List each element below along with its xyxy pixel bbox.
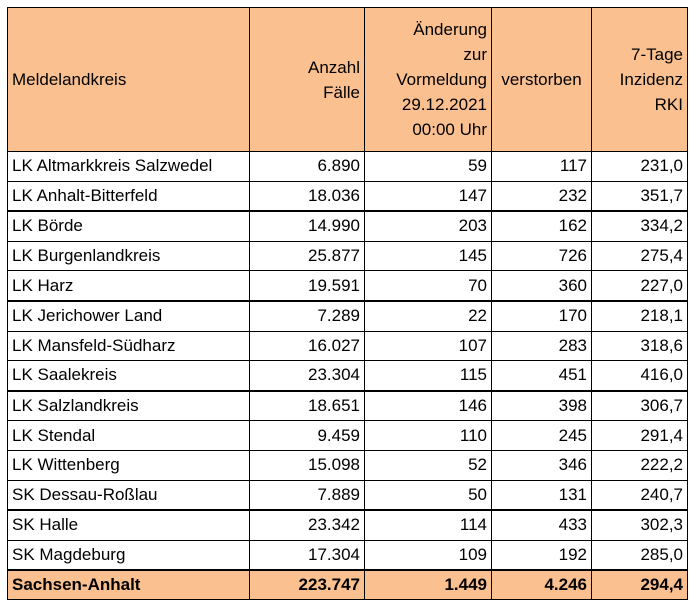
change-cell: 114 bbox=[364, 509, 492, 541]
cases-cell: 9.459 bbox=[249, 420, 365, 451]
incidence-cell: 285,0 bbox=[591, 539, 688, 571]
header-row: Meldelandkreis Anzahl Fälle Änderung zur… bbox=[7, 7, 688, 152]
deceased-cell: 283 bbox=[491, 330, 592, 362]
cases-cell: 18.036 bbox=[249, 180, 365, 212]
district-cell: SK Magdeburg bbox=[7, 539, 250, 571]
district-cell: LK Salzlandkreis bbox=[7, 389, 250, 422]
change-cell: 203 bbox=[364, 210, 492, 242]
table-row: SK Halle 23.342 114 433 302,3 bbox=[7, 509, 688, 541]
change-cell: 110 bbox=[364, 420, 492, 451]
deceased-cell: 451 bbox=[491, 360, 592, 392]
cases-cell: 19.591 bbox=[249, 270, 365, 302]
cases-cell: 25.877 bbox=[249, 240, 365, 272]
table-container: Meldelandkreis Anzahl Fälle Änderung zur… bbox=[7, 7, 688, 600]
incidence-cell: 240,7 bbox=[591, 479, 688, 511]
deceased-cell: 245 bbox=[491, 420, 592, 451]
change-cell: 22 bbox=[364, 299, 492, 332]
cases-cell: 23.304 bbox=[249, 360, 365, 392]
table-row: SK Magdeburg 17.304 109 192 285,0 bbox=[7, 539, 688, 571]
header-cases: Anzahl Fälle bbox=[249, 7, 365, 152]
district-cell: LK Börde bbox=[7, 210, 250, 242]
table-row: LK Harz 19.591 70 360 227,0 bbox=[7, 270, 688, 302]
district-cell: LK Jerichower Land bbox=[7, 299, 250, 332]
change-cell: 107 bbox=[364, 330, 492, 362]
covid-cases-table: Meldelandkreis Anzahl Fälle Änderung zur… bbox=[7, 7, 688, 600]
header-deceased: verstorben bbox=[491, 7, 592, 152]
deceased-cell: 162 bbox=[491, 210, 592, 242]
cases-cell: 16.027 bbox=[249, 330, 365, 362]
cases-cell: 17.304 bbox=[249, 539, 365, 571]
district-cell: LK Wittenberg bbox=[7, 449, 250, 481]
table-row: LK Wittenberg 15.098 52 346 222,2 bbox=[7, 449, 688, 481]
table-row: LK Altmarkkreis Salzwedel 6.890 59 117 2… bbox=[7, 151, 688, 182]
total-incidence-cell: 294,4 bbox=[591, 569, 688, 600]
total-deceased-cell: 4.246 bbox=[491, 569, 592, 600]
cases-cell: 15.098 bbox=[249, 449, 365, 481]
district-cell: LK Anhalt-Bitterfeld bbox=[7, 180, 250, 212]
deceased-cell: 433 bbox=[491, 509, 592, 541]
incidence-cell: 318,6 bbox=[591, 330, 688, 362]
table-row: LK Burgenlandkreis 25.877 145 726 275,4 bbox=[7, 240, 688, 272]
district-cell: LK Harz bbox=[7, 270, 250, 302]
table-row: LK Salzlandkreis 18.651 146 398 306,7 bbox=[7, 389, 688, 422]
change-cell: 109 bbox=[364, 539, 492, 571]
table-row: LK Jerichower Land 7.289 22 170 218,1 bbox=[7, 299, 688, 332]
change-cell: 115 bbox=[364, 360, 492, 392]
table-row: LK Mansfeld-Südharz 16.027 107 283 318,6 bbox=[7, 330, 688, 362]
table-row: SK Dessau-Roßlau 7.889 50 131 240,7 bbox=[7, 479, 688, 511]
incidence-cell: 334,2 bbox=[591, 210, 688, 242]
total-row: Sachsen-Anhalt 223.747 1.449 4.246 294,4 bbox=[7, 569, 688, 600]
district-cell: LK Saalekreis bbox=[7, 360, 250, 392]
cases-cell: 23.342 bbox=[249, 509, 365, 541]
deceased-cell: 346 bbox=[491, 449, 592, 481]
district-cell: LK Mansfeld-Südharz bbox=[7, 330, 250, 362]
incidence-cell: 306,7 bbox=[591, 389, 688, 422]
cases-cell: 7.889 bbox=[249, 479, 365, 511]
incidence-cell: 227,0 bbox=[591, 270, 688, 302]
table-row: LK Stendal 9.459 110 245 291,4 bbox=[7, 420, 688, 451]
district-cell: SK Dessau-Roßlau bbox=[7, 479, 250, 511]
total-district-cell: Sachsen-Anhalt bbox=[7, 569, 250, 600]
deceased-cell: 117 bbox=[491, 151, 592, 182]
change-cell: 52 bbox=[364, 449, 492, 481]
deceased-cell: 360 bbox=[491, 270, 592, 302]
incidence-cell: 351,7 bbox=[591, 180, 688, 212]
deceased-cell: 192 bbox=[491, 539, 592, 571]
district-cell: LK Altmarkkreis Salzwedel bbox=[7, 151, 250, 182]
table-row: LK Saalekreis 23.304 115 451 416,0 bbox=[7, 360, 688, 392]
total-cases-cell: 223.747 bbox=[249, 569, 365, 600]
incidence-cell: 275,4 bbox=[591, 240, 688, 272]
table-row: LK Anhalt-Bitterfeld 18.036 147 232 351,… bbox=[7, 180, 688, 212]
incidence-cell: 302,3 bbox=[591, 509, 688, 541]
cases-cell: 18.651 bbox=[249, 389, 365, 422]
cases-cell: 14.990 bbox=[249, 210, 365, 242]
deceased-cell: 131 bbox=[491, 479, 592, 511]
change-cell: 50 bbox=[364, 479, 492, 511]
table-row: LK Börde 14.990 203 162 334,2 bbox=[7, 210, 688, 242]
incidence-cell: 231,0 bbox=[591, 151, 688, 182]
incidence-cell: 222,2 bbox=[591, 449, 688, 481]
change-cell: 145 bbox=[364, 240, 492, 272]
deceased-cell: 170 bbox=[491, 299, 592, 332]
district-cell: LK Burgenlandkreis bbox=[7, 240, 250, 272]
header-district: Meldelandkreis bbox=[7, 7, 250, 152]
incidence-cell: 416,0 bbox=[591, 360, 688, 392]
change-cell: 59 bbox=[364, 151, 492, 182]
cases-cell: 6.890 bbox=[249, 151, 365, 182]
header-incidence: 7-Tage Inzidenz RKI bbox=[591, 7, 688, 152]
district-cell: LK Stendal bbox=[7, 420, 250, 451]
deceased-cell: 232 bbox=[491, 180, 592, 212]
change-cell: 146 bbox=[364, 389, 492, 422]
district-cell: SK Halle bbox=[7, 509, 250, 541]
deceased-cell: 398 bbox=[491, 389, 592, 422]
deceased-cell: 726 bbox=[491, 240, 592, 272]
incidence-cell: 291,4 bbox=[591, 420, 688, 451]
header-change: Änderung zur Vormeldung 29.12.2021 00:00… bbox=[364, 7, 492, 152]
change-cell: 70 bbox=[364, 270, 492, 302]
cases-cell: 7.289 bbox=[249, 299, 365, 332]
total-change-cell: 1.449 bbox=[364, 569, 492, 600]
change-cell: 147 bbox=[364, 180, 492, 212]
incidence-cell: 218,1 bbox=[591, 299, 688, 332]
